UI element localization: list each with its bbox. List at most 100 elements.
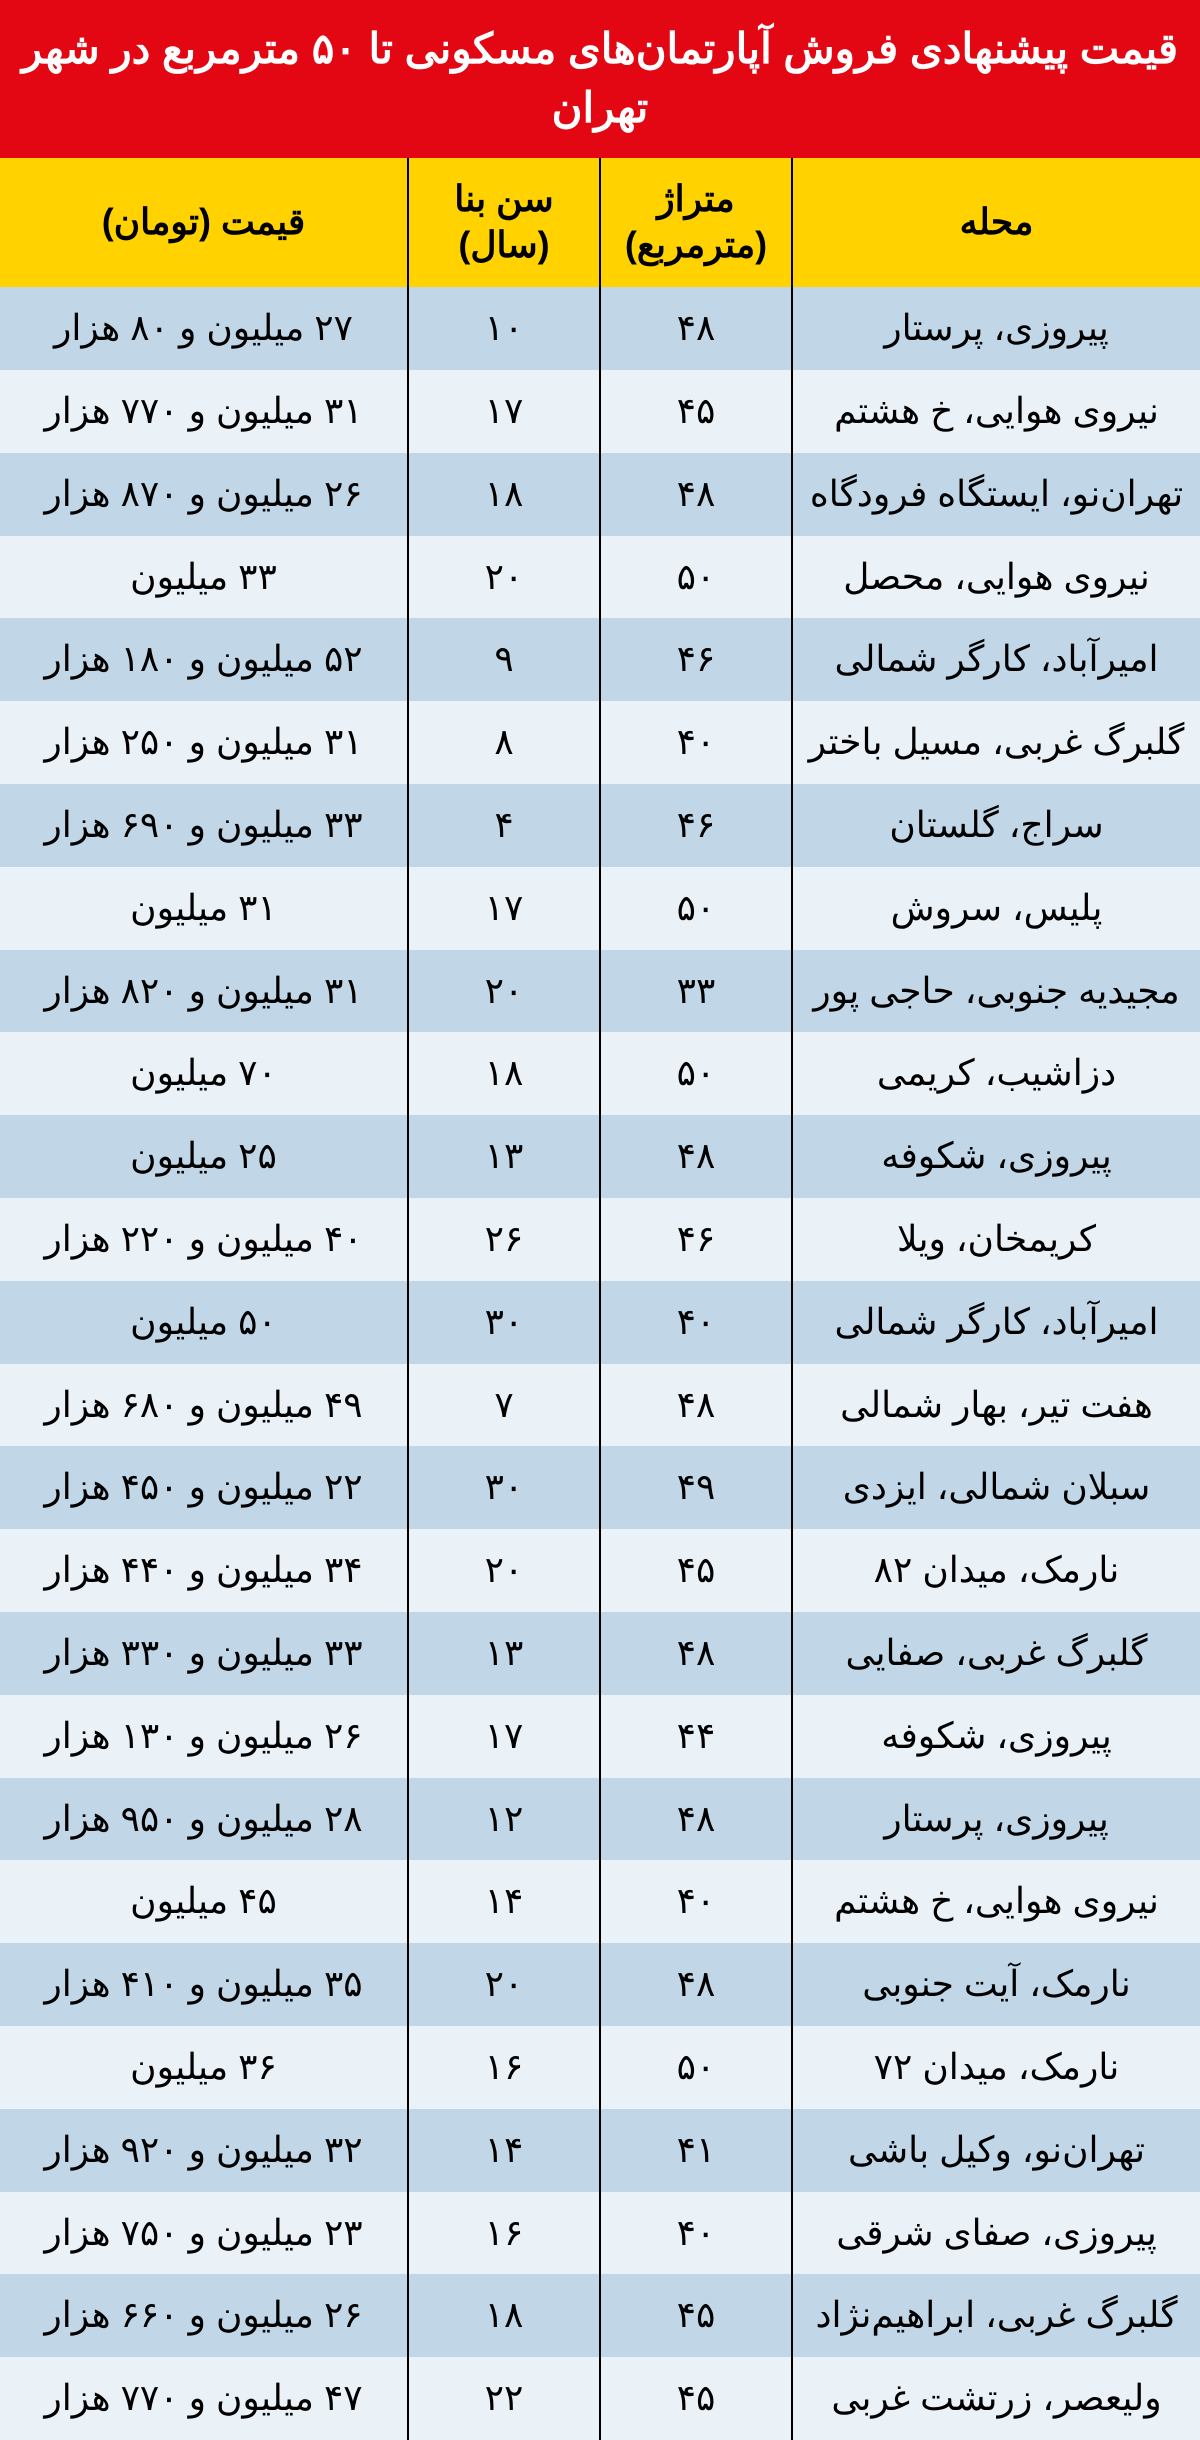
cell-age: ۱۷ [408, 1695, 600, 1778]
cell-neighborhood: نیروی هوایی، محصل [792, 536, 1200, 619]
cell-price: ۳۳ میلیون و ۶۹۰ هزار [0, 784, 408, 867]
cell-neighborhood: پیروزی، شکوفه [792, 1115, 1200, 1198]
table-row: پلیس، سروش۵۰۱۷۳۱ میلیون [0, 867, 1200, 950]
table-row: نارمک، میدان ۷۲۵۰۱۶۳۶ میلیون [0, 2026, 1200, 2109]
cell-age: ۱۴ [408, 1860, 600, 1943]
cell-area: ۵۰ [600, 536, 792, 619]
table-row: ولیعصر، زرتشت غربی۴۵۲۲۴۷ میلیون و ۷۷۰ هز… [0, 2357, 1200, 2440]
table-row: تهران‌نو، وکیل باشی۴۱۱۴۳۲ میلیون و ۹۲۰ ه… [0, 2109, 1200, 2192]
cell-neighborhood: نیروی هوایی، خ هشتم [792, 1860, 1200, 1943]
table-row: گلبرگ غربی، ابراهیم‌نژاد۴۵۱۸۲۶ میلیون و … [0, 2274, 1200, 2357]
cell-area: ۴۰ [600, 701, 792, 784]
cell-age: ۲۰ [408, 950, 600, 1033]
table-row: نیروی هوایی، خ هشتم۴۰۱۴۴۵ میلیون [0, 1860, 1200, 1943]
cell-age: ۹ [408, 618, 600, 701]
cell-price: ۴۵ میلیون [0, 1860, 408, 1943]
cell-area: ۴۸ [600, 1943, 792, 2026]
col-header-age: سن بنا (سال) [408, 158, 600, 288]
cell-price: ۵۰ میلیون [0, 1281, 408, 1364]
cell-area: ۴۸ [600, 1612, 792, 1695]
cell-neighborhood: پلیس، سروش [792, 867, 1200, 950]
table-row: نارمک، آیت جنوبی۴۸۲۰۳۵ میلیون و ۴۱۰ هزار [0, 1943, 1200, 2026]
table-header-row: محله متراژ (مترمربع) سن بنا (سال) قیمت (… [0, 158, 1200, 288]
cell-neighborhood: پیروزی، پرستار [792, 1778, 1200, 1861]
cell-price: ۷۰ میلیون [0, 1032, 408, 1115]
cell-age: ۳۰ [408, 1446, 600, 1529]
cell-age: ۱۶ [408, 2026, 600, 2109]
cell-price: ۴۷ میلیون و ۷۷۰ هزار [0, 2357, 408, 2440]
table-row: سراج، گلستان۴۶۴۳۳ میلیون و ۶۹۰ هزار [0, 784, 1200, 867]
cell-price: ۳۳ میلیون [0, 536, 408, 619]
cell-area: ۴۵ [600, 370, 792, 453]
cell-neighborhood: نیروی هوایی، خ هشتم [792, 370, 1200, 453]
cell-area: ۴۸ [600, 1115, 792, 1198]
cell-neighborhood: امیرآباد، کارگر شمالی [792, 618, 1200, 701]
col-header-neighborhood: محله [792, 158, 1200, 288]
cell-age: ۱۳ [408, 1115, 600, 1198]
table-row: نیروی هوایی، محصل۵۰۲۰۳۳ میلیون [0, 536, 1200, 619]
cell-neighborhood: نارمک، میدان ۷۲ [792, 2026, 1200, 2109]
cell-neighborhood: ولیعصر، زرتشت غربی [792, 2357, 1200, 2440]
cell-area: ۴۸ [600, 287, 792, 370]
cell-age: ۷ [408, 1364, 600, 1447]
cell-age: ۲۰ [408, 1529, 600, 1612]
cell-neighborhood: گلبرگ غربی، ابراهیم‌نژاد [792, 2274, 1200, 2357]
cell-neighborhood: سراج، گلستان [792, 784, 1200, 867]
table-row: مجیدیه جنوبی، حاجی پور۳۳۲۰۳۱ میلیون و ۸۲… [0, 950, 1200, 1033]
cell-neighborhood: تهران‌نو، ایستگاه فرودگاه [792, 453, 1200, 536]
cell-age: ۱۴ [408, 2109, 600, 2192]
cell-area: ۴۰ [600, 1860, 792, 1943]
cell-age: ۲۰ [408, 1943, 600, 2026]
cell-price: ۳۴ میلیون و ۴۴۰ هزار [0, 1529, 408, 1612]
cell-price: ۳۲ میلیون و ۹۲۰ هزار [0, 2109, 408, 2192]
table-row: پیروزی، صفای شرقی۴۰۱۶۲۳ میلیون و ۷۵۰ هزا… [0, 2192, 1200, 2275]
cell-age: ۱۸ [408, 2274, 600, 2357]
cell-area: ۴۵ [600, 1529, 792, 1612]
cell-area: ۴۸ [600, 1364, 792, 1447]
cell-neighborhood: گلبرگ غربی، مسیل باختر [792, 701, 1200, 784]
cell-price: ۳۱ میلیون [0, 867, 408, 950]
cell-age: ۱۸ [408, 453, 600, 536]
table-row: گلبرگ غربی، صفایی۴۸۱۳۳۳ میلیون و ۳۳۰ هزا… [0, 1612, 1200, 1695]
cell-age: ۱۷ [408, 370, 600, 453]
cell-age: ۲۰ [408, 536, 600, 619]
col-header-price: قیمت (تومان) [0, 158, 408, 288]
cell-price: ۲۵ میلیون [0, 1115, 408, 1198]
cell-area: ۴۶ [600, 618, 792, 701]
table-row: کریمخان، ویلا۴۶۲۶۴۰ میلیون و ۲۲۰ هزار [0, 1198, 1200, 1281]
table-row: نارمک، میدان ۸۲۴۵۲۰۳۴ میلیون و ۴۴۰ هزار [0, 1529, 1200, 1612]
cell-area: ۴۰ [600, 1281, 792, 1364]
cell-price: ۲۸ میلیون و ۹۵۰ هزار [0, 1778, 408, 1861]
cell-age: ۳۰ [408, 1281, 600, 1364]
cell-price: ۴۹ میلیون و ۶۸۰ هزار [0, 1364, 408, 1447]
cell-neighborhood: پیروزی، شکوفه [792, 1695, 1200, 1778]
table-row: گلبرگ غربی، مسیل باختر۴۰۸۳۱ میلیون و ۲۵۰… [0, 701, 1200, 784]
cell-price: ۳۳ میلیون و ۳۳۰ هزار [0, 1612, 408, 1695]
cell-neighborhood: هفت تیر، بهار شمالی [792, 1364, 1200, 1447]
table-row: سبلان شمالی، ایزدی۴۹۳۰۲۲ میلیون و ۴۵۰ هز… [0, 1446, 1200, 1529]
cell-age: ۲۶ [408, 1198, 600, 1281]
cell-price: ۳۱ میلیون و ۷۷۰ هزار [0, 370, 408, 453]
cell-price: ۳۱ میلیون و ۸۲۰ هزار [0, 950, 408, 1033]
cell-neighborhood: سبلان شمالی، ایزدی [792, 1446, 1200, 1529]
cell-neighborhood: نارمک، آیت جنوبی [792, 1943, 1200, 2026]
cell-area: ۴۴ [600, 1695, 792, 1778]
cell-area: ۴۰ [600, 2192, 792, 2275]
price-table: محله متراژ (مترمربع) سن بنا (سال) قیمت (… [0, 158, 1200, 2440]
cell-age: ۴ [408, 784, 600, 867]
cell-neighborhood: کریمخان، ویلا [792, 1198, 1200, 1281]
cell-neighborhood: مجیدیه جنوبی، حاجی پور [792, 950, 1200, 1033]
table-row: هفت تیر، بهار شمالی۴۸۷۴۹ میلیون و ۶۸۰ هز… [0, 1364, 1200, 1447]
table-row: پیروزی، شکوفه۴۸۱۳۲۵ میلیون [0, 1115, 1200, 1198]
table-row: پیروزی، پرستار۴۸۱۲۲۸ میلیون و ۹۵۰ هزار [0, 1778, 1200, 1861]
cell-neighborhood: پیروزی، صفای شرقی [792, 2192, 1200, 2275]
cell-area: ۵۰ [600, 1032, 792, 1115]
cell-price: ۲۶ میلیون و ۶۶۰ هزار [0, 2274, 408, 2357]
table-row: پیروزی، پرستار۴۸۱۰۲۷ میلیون و ۸۰ هزار [0, 287, 1200, 370]
table-row: پیروزی، شکوفه۴۴۱۷۲۶ میلیون و ۱۳۰ هزار [0, 1695, 1200, 1778]
cell-age: ۱۸ [408, 1032, 600, 1115]
cell-price: ۲۶ میلیون و ۸۷۰ هزار [0, 453, 408, 536]
cell-area: ۴۸ [600, 453, 792, 536]
cell-price: ۳۵ میلیون و ۴۱۰ هزار [0, 1943, 408, 2026]
cell-neighborhood: دزاشیب، کریمی [792, 1032, 1200, 1115]
